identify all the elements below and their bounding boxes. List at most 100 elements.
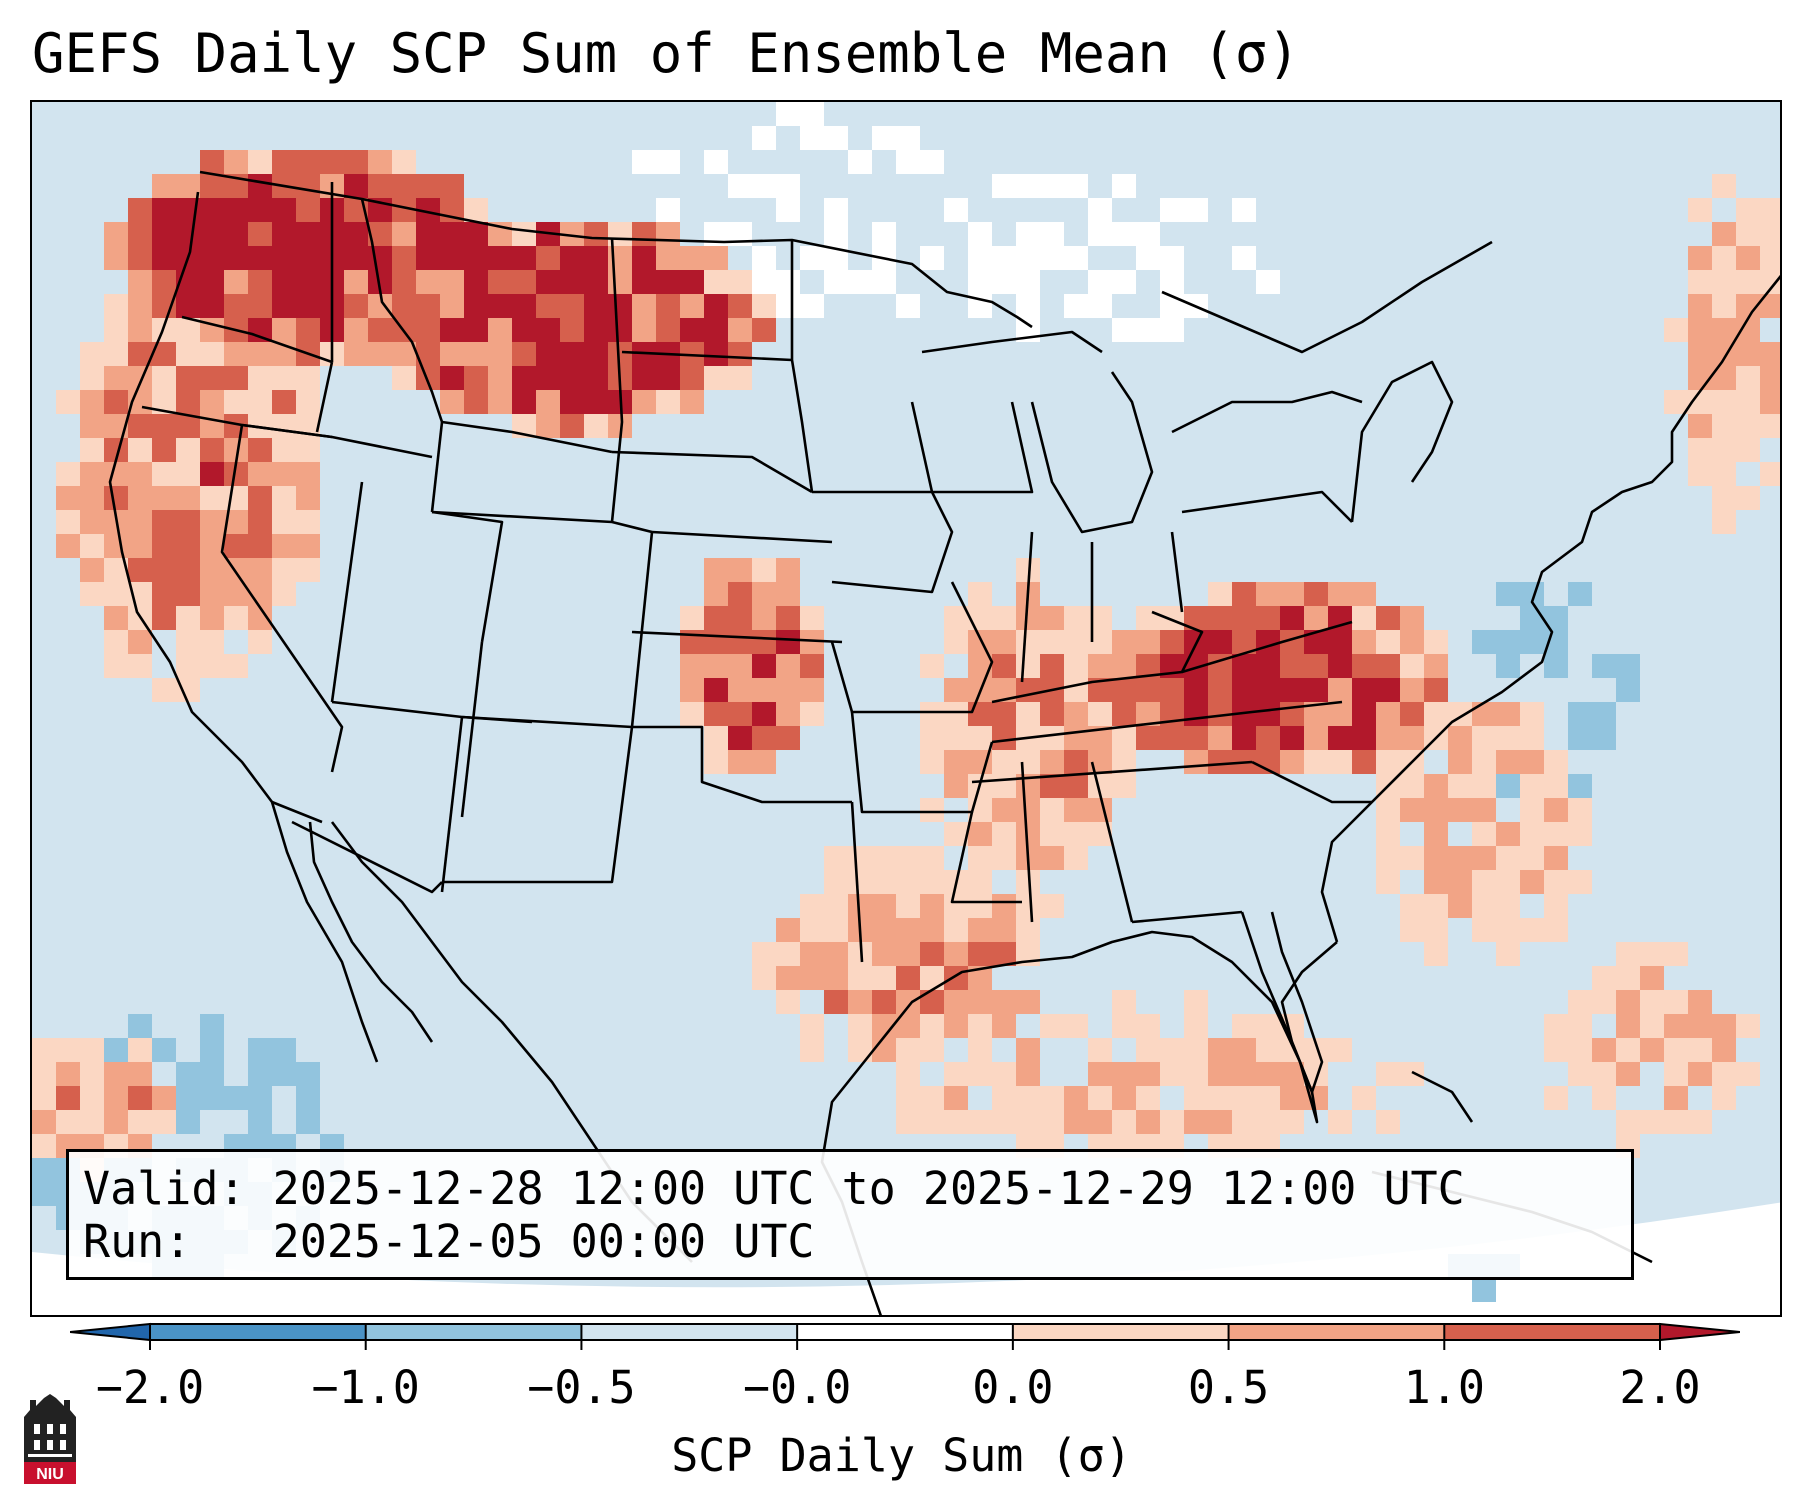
anomaly-cell <box>1304 678 1328 702</box>
anomaly-cell <box>296 222 320 246</box>
anomaly-cell <box>824 126 848 150</box>
anomaly-cell <box>1352 726 1376 750</box>
anomaly-cell <box>464 294 488 318</box>
anomaly-cell <box>800 126 824 150</box>
anomaly-cell <box>1400 726 1424 750</box>
anomaly-cell <box>944 1062 968 1086</box>
anomaly-cell <box>248 438 272 462</box>
anomaly-cell <box>968 1110 992 1134</box>
anomaly-cell <box>1520 822 1544 846</box>
anomaly-cell <box>1064 822 1088 846</box>
anomaly-cell <box>1304 582 1328 606</box>
anomaly-cell <box>1688 366 1712 390</box>
anomaly-cell <box>800 1014 824 1038</box>
anomaly-cell <box>128 270 152 294</box>
anomaly-cell <box>968 246 992 270</box>
anomaly-cell <box>800 294 824 318</box>
anomaly-cell <box>848 270 872 294</box>
anomaly-cell <box>992 246 1016 270</box>
anomaly-cell <box>1088 198 1112 222</box>
anomaly-cell <box>1232 1014 1256 1038</box>
anomaly-cell <box>1256 1110 1280 1134</box>
anomaly-cell <box>776 678 800 702</box>
anomaly-cell <box>800 678 824 702</box>
anomaly-cell <box>1016 1110 1040 1134</box>
anomaly-cell <box>920 246 944 270</box>
anomaly-cell <box>1544 1038 1568 1062</box>
anomaly-cell <box>704 294 728 318</box>
anomaly-cell <box>632 150 656 174</box>
anomaly-cell <box>200 198 224 222</box>
anomaly-cell <box>1760 414 1780 438</box>
anomaly-cell <box>1568 726 1592 750</box>
anomaly-cell <box>1088 654 1112 678</box>
colorbar-tick-label: 1.0 <box>1403 1361 1485 1414</box>
anomaly-cell <box>1016 918 1040 942</box>
anomaly-cell <box>776 198 800 222</box>
anomaly-cell <box>1304 750 1328 774</box>
anomaly-cell <box>1160 294 1184 318</box>
anomaly-cell <box>80 1062 104 1086</box>
anomaly-cell <box>1640 966 1664 990</box>
anomaly-cell <box>1712 390 1736 414</box>
anomaly-cell <box>392 270 416 294</box>
north-south-dakota-border <box>621 350 793 362</box>
anomaly-cell <box>1040 702 1064 726</box>
anomaly-cell <box>1256 1086 1280 1110</box>
anomaly-cell <box>104 390 128 414</box>
anomaly-cell <box>680 606 704 630</box>
anomaly-cell <box>1208 606 1232 630</box>
anomaly-cell <box>752 558 776 582</box>
anomaly-cell <box>704 342 728 366</box>
anomaly-cell <box>1232 726 1256 750</box>
anomaly-cell <box>224 270 248 294</box>
anomaly-cell <box>752 174 776 198</box>
anomaly-cell <box>752 942 776 966</box>
anomaly-cell <box>152 222 176 246</box>
anomaly-cell <box>800 942 824 966</box>
anomaly-cell <box>1328 750 1352 774</box>
anomaly-cell <box>1448 846 1472 870</box>
anomaly-cell <box>1688 294 1712 318</box>
anomaly-cell <box>872 1038 896 1062</box>
anomaly-cell <box>992 174 1016 198</box>
bahamas-outline <box>1411 1070 1474 1123</box>
anomaly-cell <box>32 1134 56 1158</box>
anomaly-cell <box>200 438 224 462</box>
anomaly-cell <box>920 1086 944 1110</box>
anomaly-cell <box>1376 822 1400 846</box>
anomaly-cell <box>152 438 176 462</box>
anomaly-cell <box>464 246 488 270</box>
anomaly-cell <box>1688 1110 1712 1134</box>
colorbar-bin <box>581 1324 798 1340</box>
anomaly-cell <box>680 246 704 270</box>
anomaly-cell <box>1472 798 1496 822</box>
anomaly-cell <box>1376 678 1400 702</box>
anomaly-cell <box>344 174 368 198</box>
anomaly-cell <box>968 702 992 726</box>
anomaly-cell <box>1232 1086 1256 1110</box>
anomaly-cell <box>152 510 176 534</box>
anomaly-cell <box>824 942 848 966</box>
anomaly-cell <box>1112 630 1136 654</box>
anomaly-cell <box>1160 1062 1184 1086</box>
anomaly-cell <box>368 342 392 366</box>
anomaly-cell <box>1280 678 1304 702</box>
anomaly-cell <box>752 654 776 678</box>
anomaly-cell <box>944 966 968 990</box>
anomaly-cell <box>1664 1062 1688 1086</box>
anomaly-cell <box>896 870 920 894</box>
anomaly-cell <box>1664 1110 1688 1134</box>
anomaly-cell <box>1424 918 1448 942</box>
anomaly-cell <box>1520 870 1544 894</box>
anomaly-cell <box>1736 1062 1760 1086</box>
anomaly-cell <box>1376 798 1400 822</box>
anomaly-cell <box>1040 1014 1064 1038</box>
anomaly-cell <box>1112 726 1136 750</box>
anomaly-cell <box>1256 702 1280 726</box>
anomaly-cell <box>248 534 272 558</box>
anomaly-cell <box>1760 270 1780 294</box>
anomaly-cell <box>752 630 776 654</box>
anomaly-cell <box>704 582 728 606</box>
anomaly-cell <box>1736 390 1760 414</box>
